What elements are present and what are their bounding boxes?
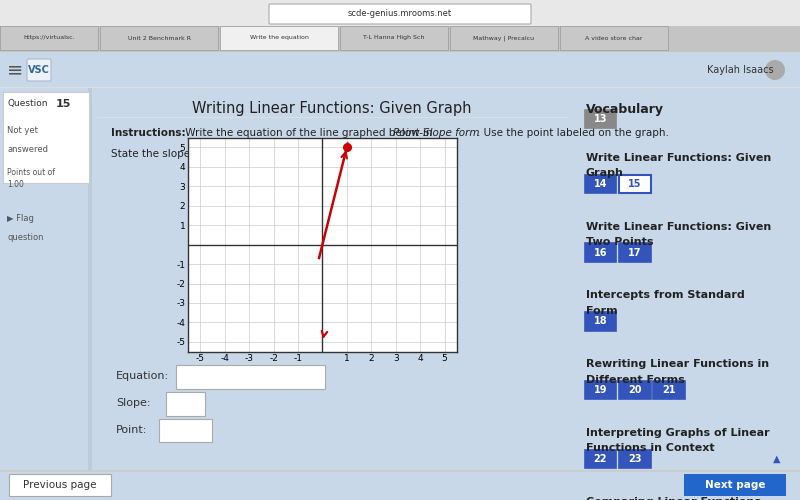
- Text: 22: 22: [594, 454, 607, 464]
- Bar: [450, 26, 558, 50]
- Text: Slope:: Slope:: [116, 398, 150, 408]
- Text: 23: 23: [628, 454, 642, 464]
- FancyBboxPatch shape: [166, 392, 205, 416]
- Text: Form: Form: [586, 306, 618, 316]
- Text: Instructions:: Instructions:: [111, 128, 186, 138]
- Text: Equation:: Equation:: [116, 372, 169, 382]
- Text: Different Forms: Different Forms: [586, 374, 685, 384]
- Text: State the slope and point.: State the slope and point.: [111, 149, 246, 159]
- Bar: [88, 88, 92, 470]
- Bar: [0, 26, 800, 52]
- FancyBboxPatch shape: [618, 450, 650, 468]
- FancyBboxPatch shape: [585, 312, 617, 330]
- Text: Writing Linear Functions: Given Graph: Writing Linear Functions: Given Graph: [192, 102, 472, 116]
- FancyBboxPatch shape: [618, 244, 650, 262]
- FancyBboxPatch shape: [585, 244, 617, 262]
- Text: 17: 17: [628, 248, 642, 258]
- Bar: [0, 87, 800, 88]
- FancyBboxPatch shape: [27, 59, 51, 81]
- FancyBboxPatch shape: [585, 174, 617, 193]
- Text: Unit 2 Benchmark R: Unit 2 Benchmark R: [127, 36, 190, 41]
- FancyBboxPatch shape: [269, 4, 531, 24]
- Text: Point-Slope form: Point-Slope form: [394, 128, 480, 138]
- Bar: [100, 26, 218, 50]
- Text: Interpreting Graphs of Linear: Interpreting Graphs of Linear: [586, 428, 770, 438]
- Text: 1.00: 1.00: [7, 180, 24, 188]
- Text: Functions in Context: Functions in Context: [586, 444, 714, 454]
- FancyBboxPatch shape: [618, 381, 650, 400]
- Text: Point:: Point:: [116, 425, 147, 435]
- Text: https://virtualsc.: https://virtualsc.: [23, 36, 75, 41]
- Text: Question: Question: [7, 100, 48, 108]
- Text: 13: 13: [594, 114, 607, 124]
- Text: Write the equation of the line graphed below in: Write the equation of the line graphed b…: [182, 128, 436, 138]
- Text: T-L Hanna High Sch: T-L Hanna High Sch: [363, 36, 425, 41]
- FancyBboxPatch shape: [159, 419, 212, 442]
- Text: ≡: ≡: [7, 60, 23, 80]
- Text: Rewriting Linear Functions in: Rewriting Linear Functions in: [586, 359, 769, 369]
- Text: 21: 21: [662, 385, 676, 395]
- Text: Points out of: Points out of: [7, 168, 55, 177]
- Bar: [0, 470, 800, 472]
- Text: scde-genius.mrooms.net: scde-genius.mrooms.net: [348, 10, 452, 18]
- Bar: [0, 26, 98, 50]
- Text: Vocabulary: Vocabulary: [586, 104, 664, 117]
- Text: question: question: [7, 233, 44, 242]
- Text: Comparing Linear Functions: Comparing Linear Functions: [586, 496, 761, 500]
- Text: . Use the point labeled on the graph.: . Use the point labeled on the graph.: [478, 128, 670, 138]
- FancyBboxPatch shape: [9, 474, 111, 496]
- FancyBboxPatch shape: [585, 381, 617, 400]
- FancyBboxPatch shape: [653, 381, 685, 400]
- Text: Write Linear Functions: Given: Write Linear Functions: Given: [586, 222, 771, 232]
- Bar: [220, 26, 338, 50]
- Text: Next page: Next page: [705, 480, 766, 490]
- Text: answered: answered: [7, 146, 48, 154]
- Text: Graph: Graph: [586, 168, 623, 178]
- Text: Write Linear Functions: Given: Write Linear Functions: Given: [586, 153, 771, 163]
- Text: 14: 14: [594, 179, 607, 189]
- Bar: [560, 26, 668, 50]
- Text: Previous page: Previous page: [23, 480, 97, 490]
- FancyBboxPatch shape: [176, 366, 325, 389]
- FancyBboxPatch shape: [2, 92, 90, 184]
- Text: Not yet: Not yet: [7, 126, 38, 135]
- Text: Two Points: Two Points: [586, 237, 653, 247]
- Text: Kaylah Isaacs: Kaylah Isaacs: [706, 65, 774, 75]
- Text: ▲: ▲: [774, 454, 781, 464]
- FancyBboxPatch shape: [585, 110, 617, 128]
- FancyBboxPatch shape: [618, 174, 650, 193]
- Text: VSC: VSC: [28, 65, 50, 75]
- Text: 16: 16: [594, 248, 607, 258]
- Bar: [0, 0, 800, 26]
- Text: Write the equation: Write the equation: [250, 36, 309, 41]
- Text: 15: 15: [55, 100, 70, 110]
- Bar: [340, 26, 448, 50]
- Text: 19: 19: [594, 385, 607, 395]
- Text: Intercepts from Standard: Intercepts from Standard: [586, 290, 745, 300]
- Text: ▶ Flag: ▶ Flag: [7, 214, 34, 223]
- FancyBboxPatch shape: [684, 474, 786, 496]
- FancyBboxPatch shape: [585, 450, 617, 468]
- Circle shape: [765, 60, 785, 80]
- Text: 18: 18: [594, 316, 607, 326]
- Text: 20: 20: [628, 385, 642, 395]
- Text: Mathway | Precalcu: Mathway | Precalcu: [474, 35, 534, 41]
- Text: A video store char: A video store char: [586, 36, 642, 41]
- Text: 15: 15: [628, 179, 642, 189]
